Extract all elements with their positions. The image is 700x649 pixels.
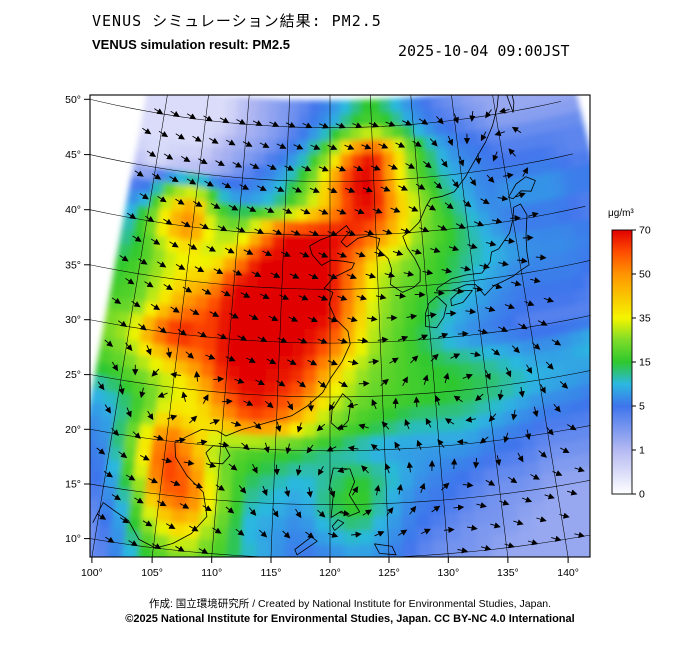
longitude-tick-label: 125° bbox=[378, 567, 400, 579]
axis-labels: 10° 15° 20° 25° 30° 35° 40° 45° 50° 100° 105° 110° 1… bbox=[65, 94, 579, 579]
credit-line: 作成: 国立環境研究所 / Created by National Instit… bbox=[148, 598, 552, 610]
page-title-japanese: VENUS シミュレーション結果: PM2.5 bbox=[92, 12, 382, 30]
latitude-tick-label: 20° bbox=[65, 424, 81, 436]
latitude-tick-label: 10° bbox=[65, 533, 81, 545]
latitude-tick-label: 45° bbox=[65, 149, 81, 161]
colorbar-tick-label: 50 bbox=[639, 269, 651, 281]
colorbar-tick-label: 70 bbox=[639, 225, 651, 237]
latitude-tick-label: 30° bbox=[65, 314, 81, 326]
longitude-tick-label: 130° bbox=[437, 567, 459, 579]
longitude-tick-label: 105° bbox=[141, 567, 163, 579]
colorbar-tick-label: 5 bbox=[639, 401, 645, 413]
longitude-tick-label: 135° bbox=[497, 567, 519, 579]
latitude-tick-label: 35° bbox=[65, 259, 81, 271]
latitude-tick-label: 25° bbox=[65, 369, 81, 381]
latitude-tick-label: 40° bbox=[65, 204, 81, 216]
latitude-tick-label: 50° bbox=[65, 94, 81, 106]
longitude-tick-label: 100° bbox=[81, 567, 103, 579]
valid-time-label: 2025-10-04 09:00JST bbox=[398, 42, 570, 60]
longitude-tick-label: 120° bbox=[319, 567, 341, 579]
colorbar-tick-label: 15 bbox=[639, 357, 651, 369]
wind-vector-layer bbox=[96, 107, 585, 554]
colorbar-tick-label: 1 bbox=[639, 445, 645, 457]
latitude-tick-label: 15° bbox=[65, 479, 81, 491]
colorbar-unit-label: μg/m³ bbox=[608, 208, 634, 219]
map-frame bbox=[89, 94, 591, 558]
colorbar-tick-label: 0 bbox=[639, 489, 645, 501]
license-line: ©2025 National Institute for Environment… bbox=[125, 613, 575, 625]
colorbar-tick-label: 35 bbox=[639, 313, 651, 325]
pm25-heatmap-layer bbox=[90, 95, 590, 557]
longitude-tick-label: 115° bbox=[261, 567, 282, 579]
longitude-tick-label: 110° bbox=[201, 567, 222, 579]
colorbar-gradient bbox=[611, 229, 633, 495]
page-title-english: VENUS simulation result: PM2.5 bbox=[92, 37, 290, 52]
longitude-tick-label: 140° bbox=[557, 567, 579, 579]
